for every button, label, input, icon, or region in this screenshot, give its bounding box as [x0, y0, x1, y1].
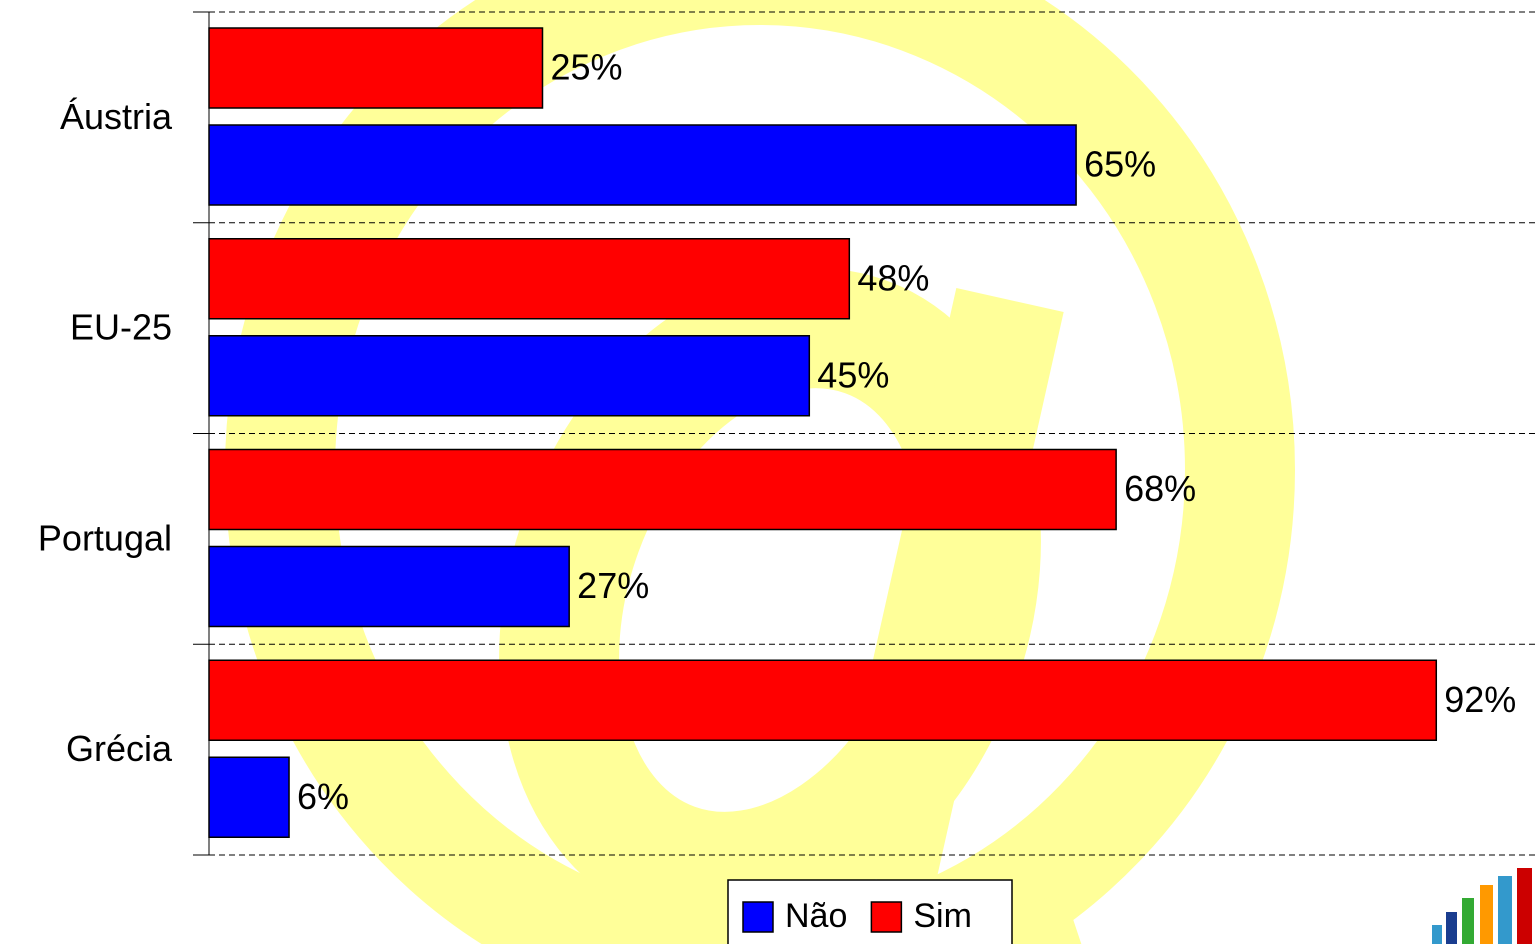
value-label: 6% [297, 776, 349, 817]
logo-bar [1480, 885, 1493, 944]
logo-bar [1498, 876, 1512, 944]
bar [208, 335, 811, 417]
legend-swatch [870, 901, 903, 933]
legend-box [727, 879, 1013, 944]
logo-bar [1462, 898, 1474, 944]
y-tick-label: Grécia [66, 728, 173, 769]
bar [208, 124, 1077, 206]
value-label: 45% [817, 354, 889, 395]
bar [208, 545, 570, 628]
y-tick-label: Portugal [38, 517, 172, 558]
bar [208, 238, 851, 320]
bar [208, 448, 1117, 531]
bar [208, 659, 1438, 741]
logo [1432, 868, 1532, 944]
logo-bar [1517, 868, 1532, 944]
watermark-stem [826, 287, 1064, 893]
logo-bar [1432, 925, 1442, 944]
value-label: 65% [1084, 144, 1156, 185]
bar [208, 756, 290, 838]
y-tick-label: EU-25 [70, 307, 172, 348]
y-tick-label: Áustria [60, 96, 173, 137]
legend-swatch [742, 901, 774, 933]
legend-label: Não [785, 897, 847, 935]
value-label: 27% [577, 565, 649, 606]
value-label: 68% [1124, 468, 1196, 509]
bar [208, 27, 544, 109]
legend-label: Sim [913, 897, 972, 935]
logo-bar [1446, 912, 1457, 944]
value-label: 92% [1444, 679, 1516, 720]
value-label: 48% [857, 257, 929, 298]
value-label: 25% [551, 47, 623, 88]
